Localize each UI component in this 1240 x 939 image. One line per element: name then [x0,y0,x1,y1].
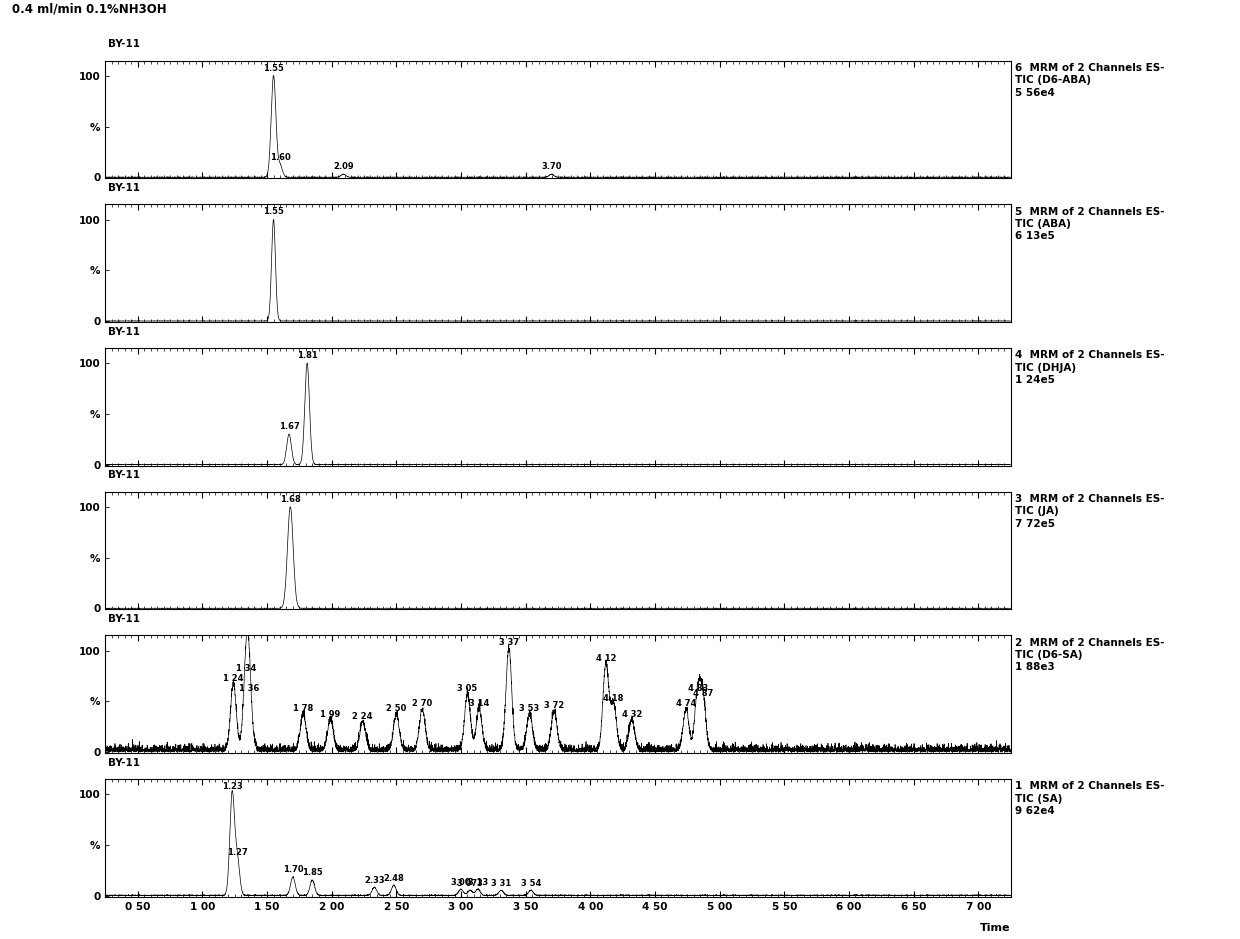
Text: 4 32: 4 32 [621,710,642,718]
Text: 1  MRM of 2 Channels ES-
TIC (SA)
9 62e4: 1 MRM of 2 Channels ES- TIC (SA) 9 62e4 [1016,781,1164,816]
Text: 0.4 ml/min 0.1%NH3OH: 0.4 ml/min 0.1%NH3OH [12,3,167,16]
Text: 1.60: 1.60 [269,153,290,162]
Text: 2 70: 2 70 [412,700,433,708]
Text: 3 31: 3 31 [491,879,511,887]
Text: 3 72: 3 72 [544,701,564,711]
Text: 1.70: 1.70 [283,866,304,874]
Text: 3 13: 3 13 [467,878,489,886]
Text: BY-11: BY-11 [108,327,140,337]
Text: 1.23: 1.23 [222,782,243,792]
Text: 3.70: 3.70 [542,162,562,171]
Text: 1.81: 1.81 [296,351,317,361]
Text: 3 37: 3 37 [498,639,518,648]
Text: 2 24: 2 24 [352,712,373,720]
Text: 2 50: 2 50 [386,704,407,714]
Text: 1.68: 1.68 [280,495,300,504]
Text: 1.27: 1.27 [227,848,248,857]
Text: 3 14: 3 14 [469,700,490,708]
Text: 4 83: 4 83 [687,685,708,693]
Text: BY-11: BY-11 [108,614,140,624]
Text: 1.55: 1.55 [263,208,284,217]
Text: BY-11: BY-11 [108,183,140,193]
Text: 3.00: 3.00 [451,878,471,886]
Text: 1 34: 1 34 [236,664,257,673]
Text: Time: Time [980,923,1011,932]
Text: 1.67: 1.67 [279,423,299,431]
Text: 1.85: 1.85 [301,869,322,877]
Text: 3  MRM of 2 Channels ES-
TIC (JA)
7 72e5: 3 MRM of 2 Channels ES- TIC (JA) 7 72e5 [1016,494,1164,529]
Text: BY-11: BY-11 [108,470,140,481]
Text: 3 05: 3 05 [458,685,477,693]
Text: 3 53: 3 53 [520,704,539,714]
Text: 1.55: 1.55 [263,64,284,73]
Text: BY-11: BY-11 [108,758,140,768]
Text: 4  MRM of 2 Channels ES-
TIC (DHJA)
1 24e5: 4 MRM of 2 Channels ES- TIC (DHJA) 1 24e… [1016,350,1164,385]
Text: 2.33: 2.33 [365,875,384,885]
Text: 2.09: 2.09 [334,162,353,171]
Text: 3 54: 3 54 [521,879,541,887]
Text: 4 12: 4 12 [595,654,616,663]
Text: BY-11: BY-11 [108,39,140,50]
Text: 1 36: 1 36 [239,685,259,693]
Text: 4 18: 4 18 [604,694,624,703]
Text: 1 99: 1 99 [320,710,341,718]
Text: 2  MRM of 2 Channels ES-
TIC (D6-SA)
1 88e3: 2 MRM of 2 Channels ES- TIC (D6-SA) 1 88… [1016,638,1164,672]
Text: 4 87: 4 87 [693,689,713,699]
Text: 1 24: 1 24 [223,674,244,683]
Text: 5  MRM of 2 Channels ES-
TIC (ABA)
6 13e5: 5 MRM of 2 Channels ES- TIC (ABA) 6 13e5 [1016,207,1164,241]
Text: 2.48: 2.48 [383,873,404,883]
Text: 6  MRM of 2 Channels ES-
TIC (D6-ABA)
5 56e4: 6 MRM of 2 Channels ES- TIC (D6-ABA) 5 5… [1016,63,1164,98]
Text: 4 74: 4 74 [676,700,696,708]
Text: 1 78: 1 78 [293,704,314,714]
Text: 3 073: 3 073 [458,879,484,887]
